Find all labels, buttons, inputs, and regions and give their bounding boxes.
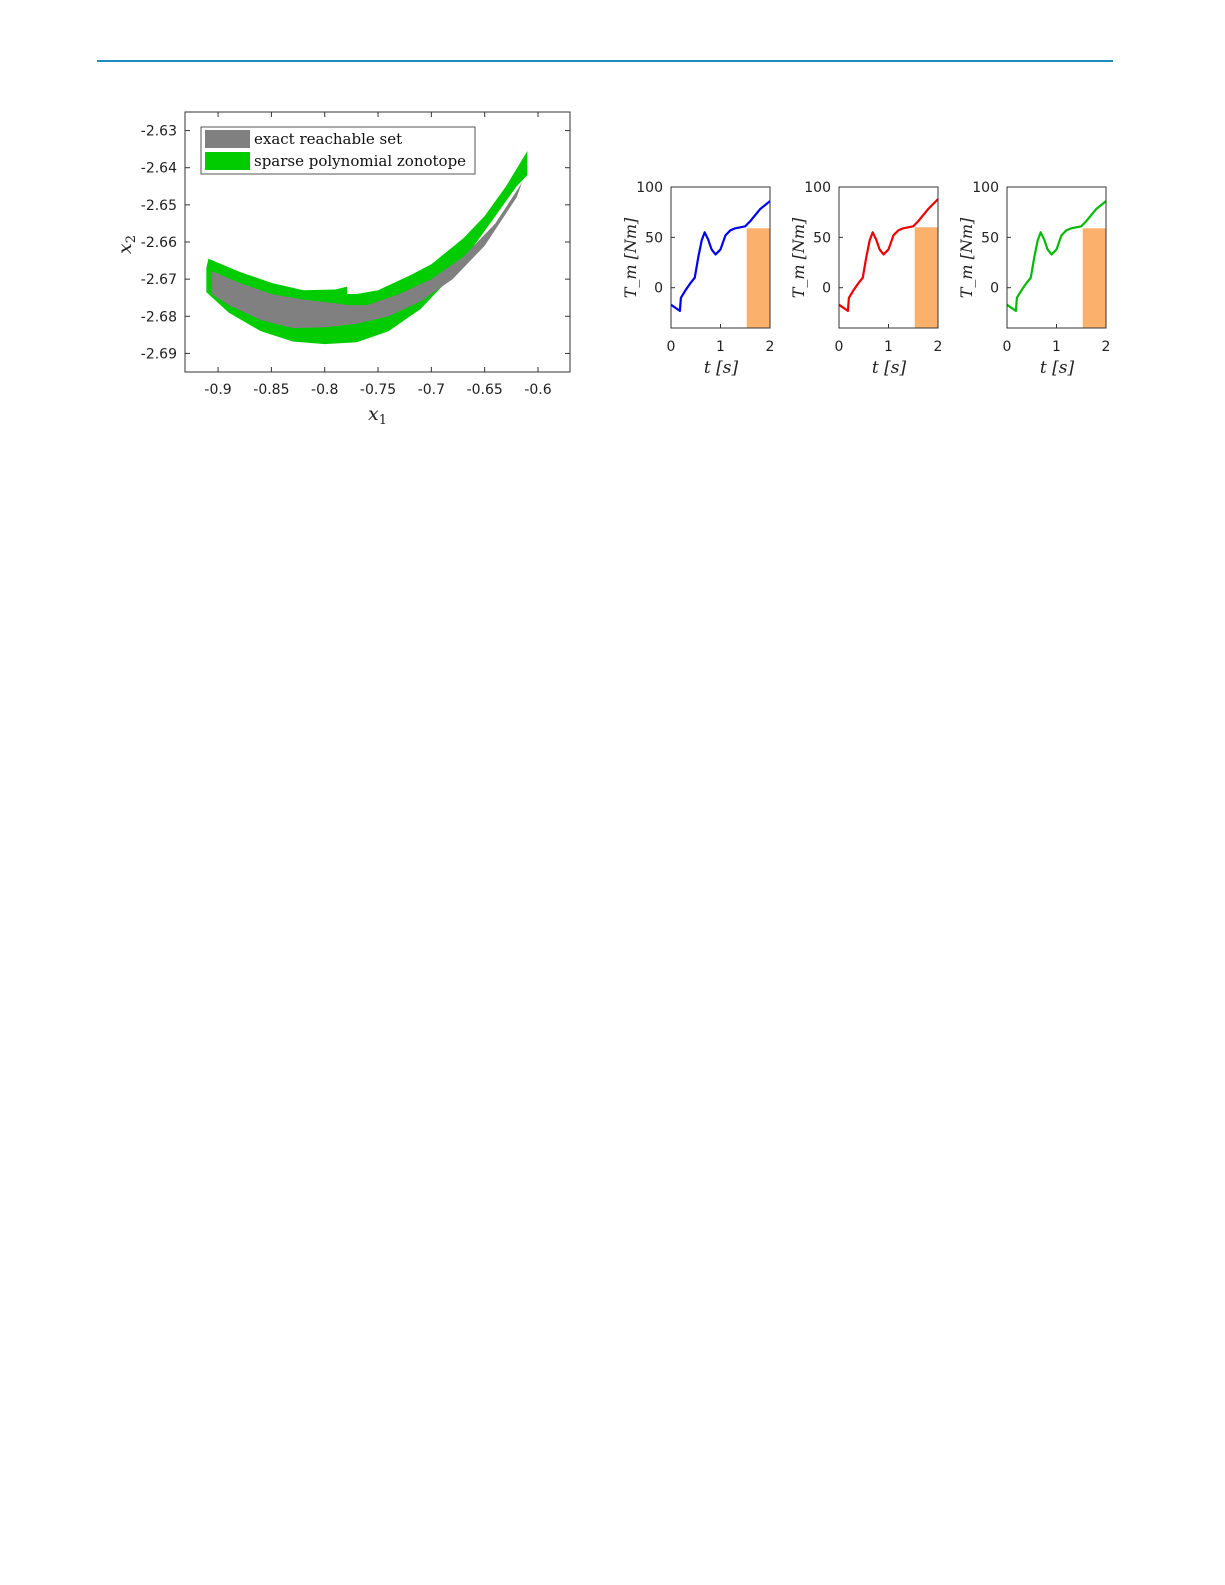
x-tick-label: 0: [1003, 339, 1012, 355]
legend-swatch: [205, 152, 250, 170]
x-axis-label: t [s]: [704, 358, 739, 378]
y-axis-label: T_m [Nm]: [621, 217, 640, 298]
x-tick-label: -0.8: [311, 382, 338, 398]
constraint-region: [1082, 228, 1106, 328]
header-rule: [97, 60, 1113, 62]
x-axis-label: x1: [368, 403, 387, 428]
x-tick-label: -0.65: [467, 382, 503, 398]
y-axis-label: x2: [114, 235, 139, 254]
x-tick-label: 2: [934, 339, 943, 355]
x-tick-label: 1: [1052, 339, 1061, 355]
constraint-region: [746, 228, 770, 328]
y-tick-label: 100: [636, 180, 663, 196]
y-axis-label: T_m [Nm]: [789, 217, 808, 298]
constraint-region: [914, 227, 938, 328]
y-axis-label: T_m [Nm]: [957, 217, 976, 298]
y-tick-label: 100: [972, 180, 999, 196]
x-tick-label: -0.6: [524, 382, 551, 398]
y-tick-label: -2.65: [141, 198, 177, 214]
x-tick-label: -0.75: [360, 382, 396, 398]
x-tick-label: 2: [766, 339, 775, 355]
y-tick-label: -2.64: [141, 161, 177, 177]
x-tick-label: 0: [667, 339, 676, 355]
x-axis-label: t [s]: [872, 358, 907, 378]
y-tick-label: 50: [813, 230, 831, 246]
y-tick-label: -2.66: [141, 235, 177, 251]
region-exact-reachable-set: [211, 182, 523, 329]
y-tick-label: 50: [981, 230, 999, 246]
y-tick-label: 0: [990, 281, 999, 297]
x-tick-label: 2: [1102, 339, 1111, 355]
legend-swatch: [205, 130, 250, 148]
x-tick-label: -0.85: [253, 382, 289, 398]
x-tick-label: 1: [716, 339, 725, 355]
y-tick-label: 50: [645, 230, 663, 246]
y-tick-label: -2.63: [141, 124, 177, 140]
x-axis-label: t [s]: [1040, 358, 1075, 378]
y-tick-label: -2.68: [141, 309, 177, 325]
region-sparse-polynomial-zonotope: [206, 151, 528, 345]
y-tick-label: -2.67: [141, 272, 177, 288]
legend-label: sparse polynomial zonotope: [254, 152, 466, 170]
x-tick-label: 0: [835, 339, 844, 355]
legend-label: exact reachable set: [254, 130, 402, 148]
y-tick-label: -2.69: [141, 346, 177, 362]
x-tick-label: -0.9: [204, 382, 231, 398]
y-tick-label: 100: [804, 180, 831, 196]
x-tick-label: 1: [884, 339, 893, 355]
y-tick-label: 0: [822, 281, 831, 297]
y-tick-label: 0: [654, 281, 663, 297]
x-tick-label: -0.7: [418, 382, 445, 398]
